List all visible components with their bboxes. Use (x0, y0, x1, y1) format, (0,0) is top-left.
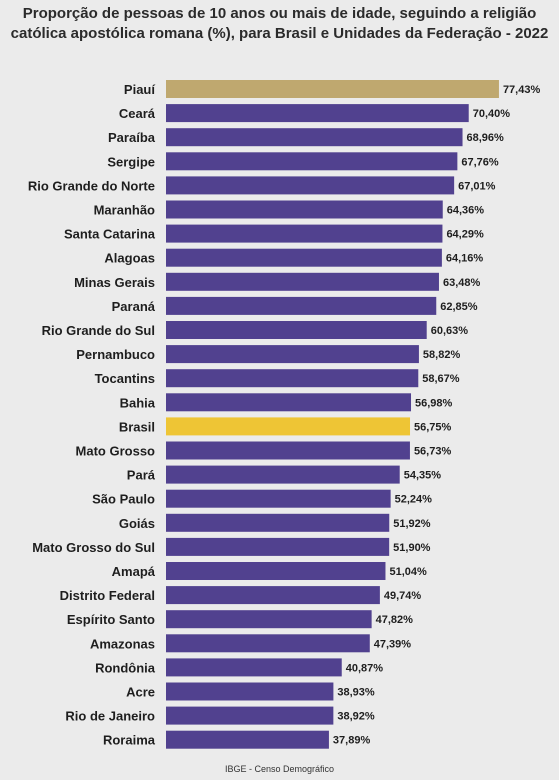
bar (166, 80, 499, 98)
bar (166, 634, 370, 653)
value-label: 56,98% (415, 397, 453, 409)
source-note: IBGE - Censo Demográfico (224, 764, 335, 774)
value-label: 58,82% (423, 349, 461, 361)
category-label: Santa Catarina (64, 227, 156, 242)
bar (166, 513, 390, 532)
value-label: 68,96% (467, 132, 505, 144)
bar (166, 562, 386, 580)
bar (166, 610, 372, 629)
category-label: Tocantins (95, 371, 155, 386)
value-label: 64,36% (447, 205, 485, 217)
value-label: 51,92% (393, 518, 431, 530)
value-label: 56,75% (414, 421, 452, 433)
value-label: 47,82% (376, 614, 414, 626)
category-label: Piauí (124, 82, 155, 97)
bar (166, 417, 411, 436)
value-label: 37,89% (333, 735, 371, 747)
bar (166, 345, 419, 364)
value-label: 51,04% (389, 566, 427, 578)
category-label: Amazonas (90, 636, 155, 651)
bar (166, 658, 342, 677)
category-label: Alagoas (104, 251, 155, 266)
chart-title-line-1: Proporção de pessoas de 10 anos ou mais … (22, 5, 537, 22)
chart-title: Proporção de pessoas de 10 anos ou mais … (0, 4, 559, 44)
value-label: 60,63% (431, 325, 469, 337)
category-label: Mato Grosso (76, 444, 156, 459)
bar (166, 465, 400, 484)
value-label: 67,01% (458, 180, 496, 192)
bar (166, 369, 419, 388)
value-label: 40,87% (346, 662, 384, 674)
category-label: Brasil (119, 419, 155, 434)
category-label: Distrito Federal (60, 588, 155, 603)
value-label: 38,93% (337, 687, 375, 699)
category-label: Roraima (103, 733, 156, 748)
category-label: Rio Grande do Norte (28, 178, 155, 193)
bar (166, 489, 391, 508)
value-label: 56,73% (414, 446, 452, 458)
value-label: 62,85% (440, 301, 478, 313)
category-label: Paraíba (108, 130, 156, 145)
bar (166, 224, 443, 243)
category-label: Espírito Santo (67, 612, 155, 627)
bar (166, 706, 334, 725)
value-label: 38,92% (337, 711, 375, 723)
value-label: 77,43% (503, 84, 541, 96)
category-label: Maranhão (94, 203, 155, 218)
category-label: Acre (126, 685, 155, 700)
bar (166, 152, 458, 171)
value-label: 63,48% (443, 277, 481, 289)
bar (166, 248, 442, 267)
bar (166, 682, 334, 701)
bar (166, 176, 455, 195)
bar (166, 730, 329, 749)
bar (166, 128, 463, 147)
value-label: 64,16% (446, 253, 484, 265)
value-label: 49,74% (384, 590, 422, 602)
bar (166, 441, 410, 460)
bar (166, 200, 443, 219)
bar-chart: Piauí 77,43% Ceará 70,40% Paraíba 68,96% Sergi… (28, 80, 541, 749)
value-label: 67,76% (461, 156, 499, 168)
category-label: Rio Grande do Sul (42, 323, 155, 338)
value-label: 54,35% (404, 470, 442, 482)
bar (166, 537, 390, 556)
category-label: Goiás (119, 516, 155, 531)
category-label: Ceará (119, 106, 156, 121)
category-label: Rondônia (95, 660, 156, 675)
value-label: 47,39% (374, 638, 412, 650)
category-label: Minas Gerais (74, 275, 155, 290)
bar (166, 586, 380, 605)
category-label: Pará (127, 468, 156, 483)
chart-title-line-2: católica apostólica romana (%), para Bra… (10, 25, 549, 42)
value-label: 70,40% (473, 108, 511, 120)
bar (166, 321, 427, 339)
category-label: Amapá (112, 564, 156, 579)
category-label: Sergipe (107, 154, 155, 169)
value-label: 51,90% (393, 542, 431, 554)
bar (166, 272, 439, 291)
bar (166, 393, 412, 412)
value-label: 58,67% (422, 373, 460, 385)
value-label: 64,29% (446, 229, 484, 241)
value-label: 52,24% (395, 494, 433, 506)
category-label: Rio de Janeiro (65, 709, 155, 724)
category-label: São Paulo (92, 492, 155, 507)
category-label: Pernambuco (76, 347, 155, 362)
bar (166, 296, 437, 315)
category-label: Paraná (112, 299, 156, 314)
category-label: Bahia (120, 395, 156, 410)
bar (166, 104, 469, 123)
category-label: Mato Grosso do Sul (32, 540, 155, 555)
